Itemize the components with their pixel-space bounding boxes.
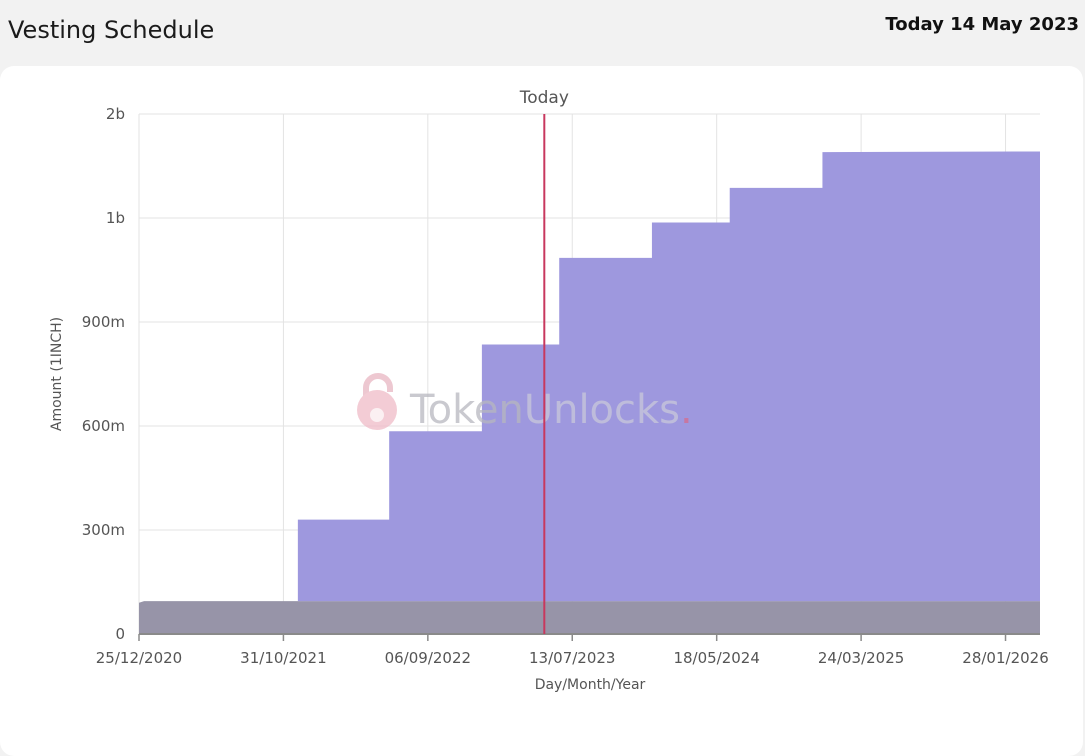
series-layer — [139, 151, 1040, 634]
page-title: Vesting Schedule — [8, 16, 215, 44]
y-axis-title: Amount (1INCH) — [49, 317, 65, 431]
x-axis-title: Day/Month/Year — [535, 677, 646, 693]
x-tick-label: 18/05/2024 — [673, 649, 759, 667]
y-tick-label: 600m — [82, 417, 125, 435]
y-tick-label: 1b — [106, 209, 125, 227]
vesting-chart: TokenUnlocks. 0 300m 600m 900m 1b 2b 25/12/202… — [49, 88, 1049, 693]
today-marker-label: Today — [519, 88, 569, 108]
x-tick-label: 28/01/2026 — [962, 649, 1048, 667]
y-tick-label: 900m — [82, 313, 125, 331]
y-tick-label: 2b — [106, 105, 125, 123]
y-tick-label: 0 — [115, 625, 125, 643]
today-layer: Today — [519, 88, 569, 634]
series-area-1 — [139, 151, 1040, 602]
watermark-token: Token — [409, 387, 524, 433]
watermark-unlocks: Unlocks — [524, 387, 680, 433]
watermark-dot: . — [680, 387, 693, 433]
series-area-0 — [139, 601, 1040, 634]
lock-icon — [357, 373, 397, 430]
x-tick-label: 31/10/2021 — [240, 649, 326, 667]
y-tick-label: 300m — [82, 521, 125, 539]
svg-text:TokenUnlocks.: TokenUnlocks. — [409, 387, 693, 433]
today-date: Today 14 May 2023 — [885, 14, 1079, 35]
x-tick-label: 25/12/2020 — [96, 649, 182, 667]
axis-layer: 0 300m 600m 900m 1b 2b 25/12/2020 31/10/2021 06/… — [82, 105, 1049, 667]
x-tick-label: 24/03/2025 — [818, 649, 904, 667]
x-tick-label: 06/09/2022 — [385, 649, 471, 667]
x-tick-label: 13/07/2023 — [529, 649, 615, 667]
watermark: TokenUnlocks. — [357, 373, 693, 433]
